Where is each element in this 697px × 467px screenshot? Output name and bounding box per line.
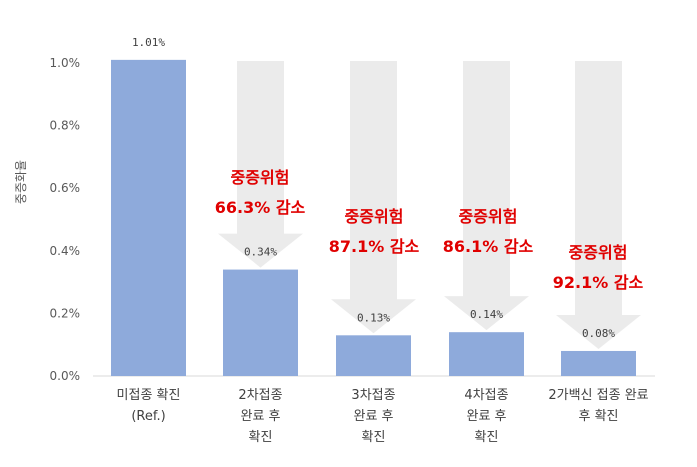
category-label: 미접종 확진: [117, 388, 181, 403]
data-label: 0.08%: [582, 327, 615, 340]
bar: [336, 335, 411, 376]
y-tick-label: 0.8%: [50, 119, 81, 133]
data-label: 1.01%: [132, 36, 165, 49]
bar: [561, 350, 636, 376]
category-label: 2가백신 접종 완료: [548, 388, 648, 403]
y-axis-label: 중증화율: [14, 160, 28, 204]
y-tick-label: 0.0%: [50, 369, 81, 383]
category-label: 확진: [362, 430, 386, 445]
y-tick-label: 0.6%: [50, 181, 81, 195]
reduction-arrow: [331, 61, 416, 334]
y-tick-label: 1.0%: [50, 56, 81, 70]
data-label: 0.14%: [470, 308, 503, 321]
risk-reduction-annotation: 중증위험: [231, 168, 290, 187]
category-label: 확진: [249, 430, 273, 445]
risk-reduction-annotation: 87.1% 감소: [329, 237, 420, 256]
category-label: 완료 후: [466, 409, 506, 424]
risk-reduction-annotation: 66.3% 감소: [215, 198, 306, 217]
category-label: (Ref.): [131, 409, 165, 424]
y-tick-label: 0.4%: [50, 244, 81, 258]
data-label: 0.13%: [357, 311, 390, 324]
category-label: 확진: [475, 430, 499, 445]
reduction-arrow: [218, 61, 303, 268]
risk-reduction-annotation: 중증위험: [459, 207, 518, 226]
arrows-layer: [218, 61, 641, 349]
reduction-arrow: [444, 61, 529, 331]
risk-reduction-annotation: 86.1% 감소: [443, 237, 534, 256]
risk-reduction-annotation: 중증위험: [345, 207, 404, 226]
category-label: 후 확진: [578, 409, 618, 424]
category-label: 3차접종: [351, 388, 395, 403]
bars-layer: [111, 59, 636, 377]
data-labels: 1.01% 0.34% 0.13% 0.14% 0.08%: [132, 36, 615, 340]
y-ticks: 0.0% 0.2% 0.4% 0.6% 0.8% 1.0%: [50, 56, 81, 383]
category-label: 완료 후: [353, 409, 393, 424]
bar: [111, 59, 186, 377]
category-label: 2차접종: [238, 388, 282, 403]
risk-reduction-annotation: 중증위험: [569, 243, 628, 262]
risk-reduction-annotation: 92.1% 감소: [553, 273, 644, 292]
y-tick-label: 0.2%: [50, 306, 81, 320]
category-label: 완료 후: [240, 409, 280, 424]
bar: [223, 269, 298, 376]
reduction-arrow: [556, 61, 641, 349]
bar: [449, 332, 524, 376]
data-label: 0.34%: [244, 246, 277, 259]
category-label: 4차접종: [464, 388, 508, 403]
